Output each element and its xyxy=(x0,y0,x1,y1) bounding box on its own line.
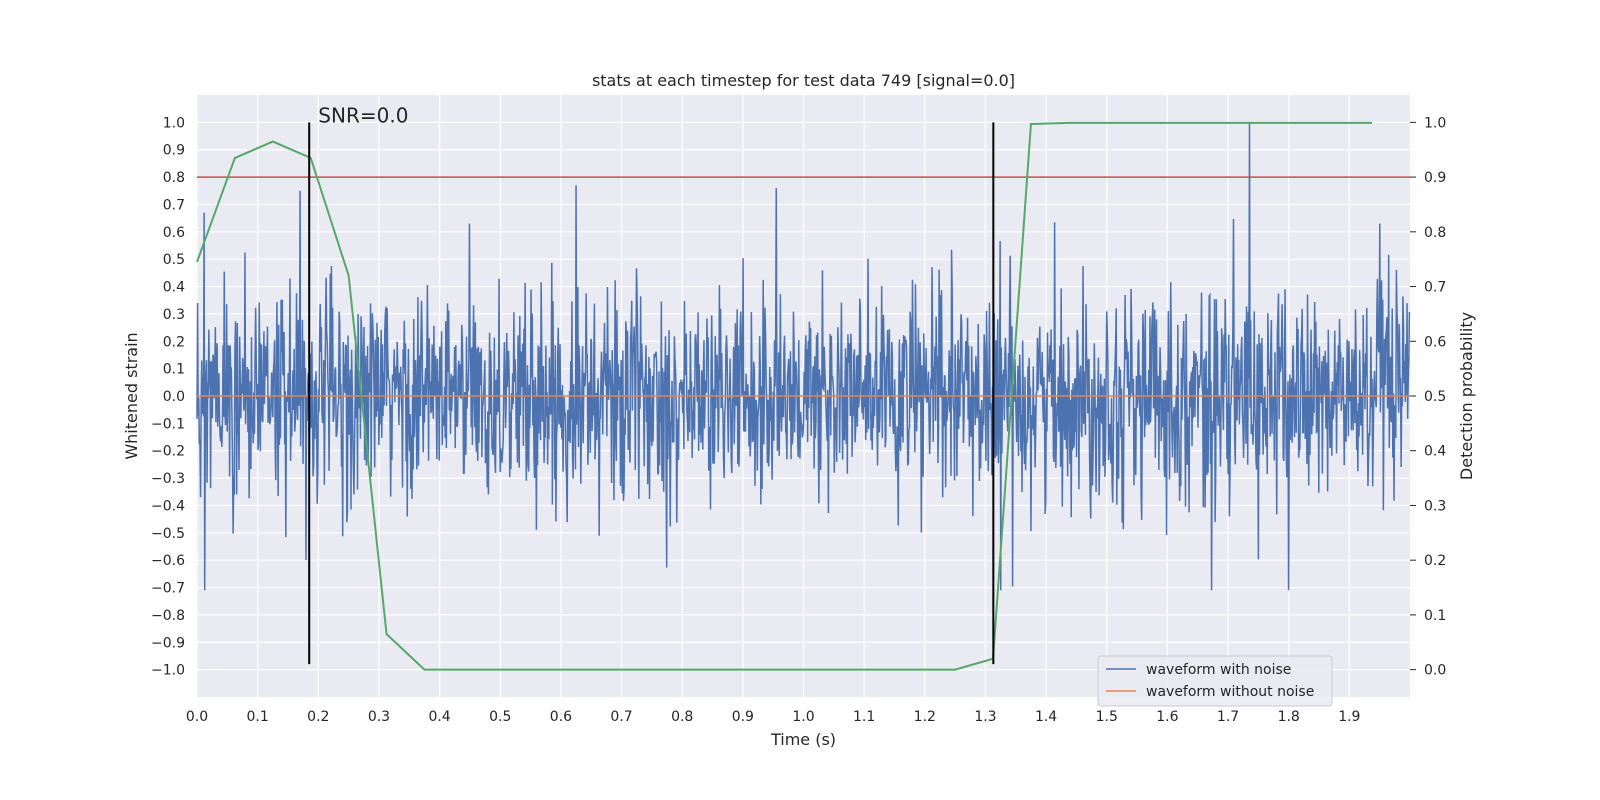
x-tick-label: 1.6 xyxy=(1156,709,1178,725)
y-tick-label: 0.5 xyxy=(163,252,185,268)
legend: waveform with noise waveform without noi… xyxy=(1097,655,1333,707)
y2-axis-ticks: 1.0 0.9 0.8 0.7 0.6 0.5 0.4 0.3 0.2 0.1 0.0 xyxy=(1410,115,1446,679)
x-tick-label: 1.2 xyxy=(914,709,936,725)
x-tick-label: 0.8 xyxy=(671,709,693,725)
y-tick-label: −0.4 xyxy=(151,498,185,514)
y2-tick-label: 0.8 xyxy=(1424,225,1446,241)
x-tick-label: 1.4 xyxy=(1035,709,1057,725)
y-tick-label: 0.8 xyxy=(163,170,185,186)
x-tick-label: 1.7 xyxy=(1217,709,1239,725)
y-tick-label: −1.0 xyxy=(151,663,185,679)
x-tick-label: 0.3 xyxy=(368,709,390,725)
y-tick-label: −0.9 xyxy=(151,635,185,651)
x-tick-label: 1.0 xyxy=(792,709,814,725)
legend-label-clean: waveform without noise xyxy=(1146,684,1314,700)
y-tick-label: 0.0 xyxy=(163,389,185,405)
x-tick-label: 1.8 xyxy=(1278,709,1300,725)
legend-label-noise: waveform with noise xyxy=(1146,662,1291,678)
x-tick-label: 0.5 xyxy=(489,709,511,725)
y-tick-label: 0.1 xyxy=(163,362,185,378)
y2-tick-label: 0.7 xyxy=(1424,280,1446,296)
y2-tick-label: 0.1 xyxy=(1424,608,1446,624)
series-waveform-with-noise xyxy=(196,122,1411,591)
y2-tick-label: 0.5 xyxy=(1424,389,1446,405)
y2-tick-label: 0.0 xyxy=(1424,663,1446,679)
y2-tick-label: 0.4 xyxy=(1424,444,1446,460)
y-tick-label: −0.1 xyxy=(151,416,185,432)
y-tick-label: 0.9 xyxy=(163,143,185,159)
y2-axis-label: Detection probability xyxy=(1457,312,1476,480)
x-tick-label: 0.2 xyxy=(307,709,329,725)
x-axis-label: Time (s) xyxy=(770,730,836,749)
x-tick-label: 0.1 xyxy=(247,709,269,725)
y-tick-label: 0.3 xyxy=(163,307,185,323)
x-axis-ticks: 0.0 0.1 0.2 0.3 0.4 0.5 0.6 0.7 0.8 0.9 1.0 1.1 1.2 1… xyxy=(186,709,1361,725)
y-tick-label: 0.7 xyxy=(163,197,185,213)
x-tick-label: 0.4 xyxy=(428,709,450,725)
x-tick-label: 1.9 xyxy=(1338,709,1360,725)
y2-tick-label: 0.2 xyxy=(1424,553,1446,569)
y2-tick-label: 0.6 xyxy=(1424,334,1446,350)
series-detection-probability xyxy=(196,121,1373,671)
y2-tick-label: 0.3 xyxy=(1424,498,1446,514)
x-tick-label: 1.1 xyxy=(853,709,875,725)
y-tick-label: 0.6 xyxy=(163,225,185,241)
y-axis-ticks: 1.0 0.9 0.8 0.7 0.6 0.5 0.4 0.3 0.2 0.1 0.0 −0.1 −0.… xyxy=(151,115,185,678)
x-tick-label: 1.5 xyxy=(1096,709,1118,725)
plot-lines xyxy=(196,121,1411,671)
y-tick-label: 1.0 xyxy=(163,115,185,131)
x-tick-label: 0.9 xyxy=(732,709,754,725)
y-tick-label: −0.5 xyxy=(151,526,185,542)
x-tick-label: 0.6 xyxy=(550,709,572,725)
y-tick-label: 0.4 xyxy=(163,280,185,296)
y-tick-label: −0.6 xyxy=(151,553,185,569)
y2-tick-label: 1.0 xyxy=(1424,115,1446,131)
snr-annotation: SNR=0.0 xyxy=(318,103,408,127)
y2-tick-label: 0.9 xyxy=(1424,170,1446,186)
x-tick-label: 1.3 xyxy=(974,709,996,725)
x-tick-label: 0.7 xyxy=(610,709,632,725)
y-tick-label: −0.3 xyxy=(151,471,185,487)
legend-box xyxy=(1097,655,1333,707)
y-tick-label: −0.2 xyxy=(151,444,185,460)
y-tick-label: −0.8 xyxy=(151,608,185,624)
x-tick-label: 0.0 xyxy=(186,709,208,725)
chart-title: stats at each timestep for test data 749… xyxy=(592,71,1015,90)
y-tick-label: 0.2 xyxy=(163,334,185,350)
y-axis-label: Whitened strain xyxy=(122,332,141,459)
y-tick-label: −0.7 xyxy=(151,581,185,597)
